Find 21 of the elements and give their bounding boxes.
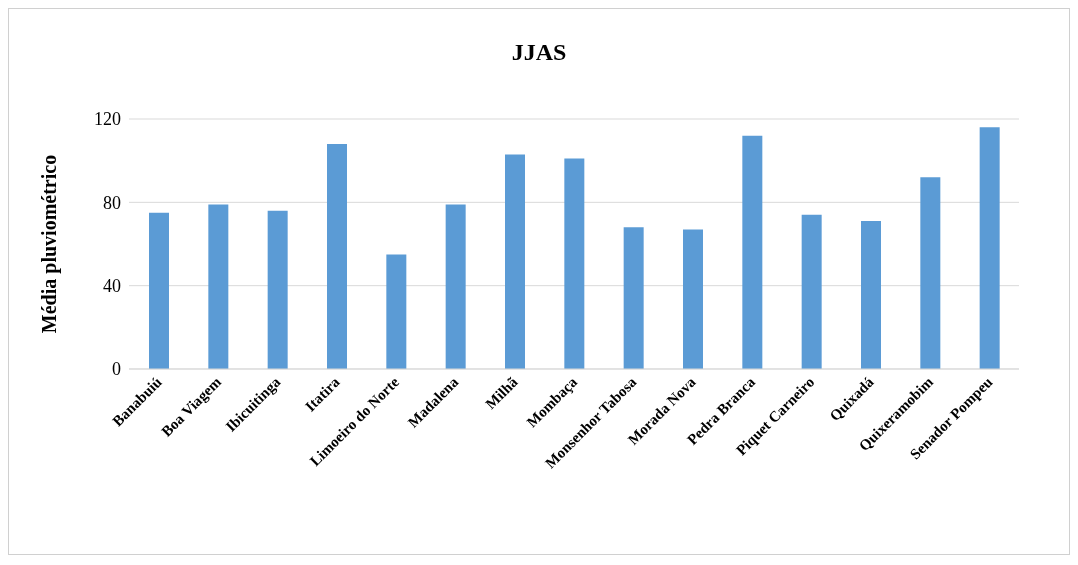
bar [564,158,585,369]
bar [267,210,288,369]
bar [683,229,703,369]
bar [979,127,1000,369]
bar [801,214,822,369]
bar [505,154,525,369]
y-axis-title: Média pluviométrico [38,154,62,334]
y-tick-label: 40 [103,276,121,297]
bar [742,135,763,369]
bar [208,204,229,369]
bar [920,177,941,369]
y-tick-label: 0 [112,359,121,380]
y-tick-label: 120 [94,109,121,130]
y-tick-label: 80 [103,192,121,213]
bar [861,221,881,369]
bar [149,212,169,369]
bar [623,227,644,369]
chart-title: JJAS [510,39,568,66]
bar [386,254,407,369]
bar [327,144,347,369]
bar [445,204,466,369]
